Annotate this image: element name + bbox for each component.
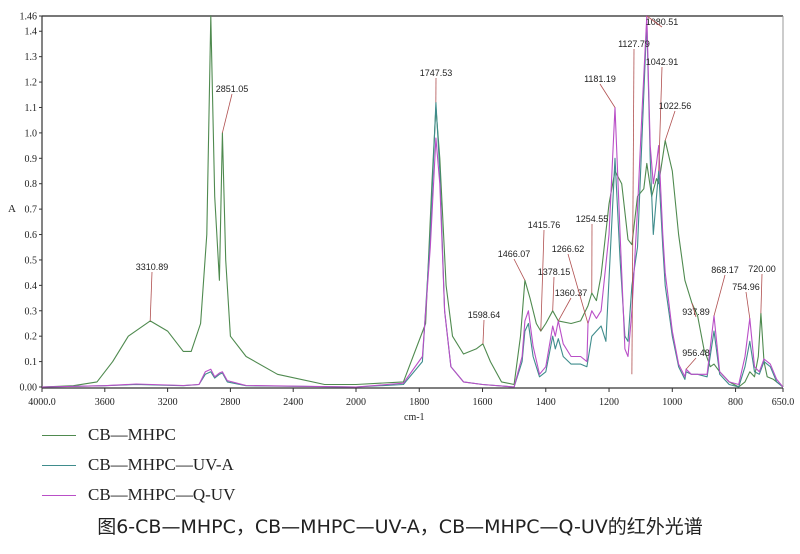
x-axis-label: cm-1 [404, 412, 425, 423]
y-tick-label: 0.3 [25, 306, 38, 317]
peak-annotations: 3310.89 2851.05 1747.53 1598.64 1466.07 1415.… [136, 15, 776, 375]
y-tick-label: 1.3 [25, 52, 38, 63]
y-tick-label: 0.00 [20, 383, 38, 394]
legend-swatch [42, 494, 76, 496]
x-tick-label: 2800 [220, 397, 240, 408]
y-tick-label: 0.7 [25, 205, 38, 216]
x-tick-label: 1400 [536, 397, 556, 408]
x-tick-label: 1800 [409, 397, 429, 408]
peak-label: 2851.05 [216, 84, 249, 94]
y-tick-label: 0.6 [25, 230, 38, 241]
series-line-1 [41, 20, 784, 388]
y-tick-label: 1.0 [25, 128, 38, 139]
peak-label: 1747.53 [420, 68, 453, 78]
series-line-2 [41, 15, 784, 388]
y-tick-label: 1.4 [25, 27, 38, 38]
x-tick-label: 2400 [283, 397, 303, 408]
x-tick-label: 1200 [599, 397, 619, 408]
x-tick-label: 800 [728, 397, 743, 408]
y-axis-label: A [8, 203, 16, 215]
y-tick-label: 0.9 [25, 154, 38, 165]
legend-label: CB—MHPC—UV-A [88, 455, 234, 474]
y-tick-label: 1.1 [25, 103, 38, 114]
series-lines [41, 15, 784, 388]
legend-swatch [42, 434, 76, 436]
peak-label: 1080.51 [646, 17, 679, 27]
x-axis: 4000.0 3600 3200 2800 2400 2000 1800 1600 1400 12… [28, 388, 794, 408]
peak-label: 3310.89 [136, 262, 169, 272]
y-tick-label: 1.46 [20, 12, 38, 23]
x-tick-label: 1000 [662, 397, 682, 408]
peak-label: 1022.56 [659, 101, 692, 111]
legend-item-cb-mhpc-uv-a: CB—MHPC—UV-A [42, 450, 235, 480]
x-tick-label: 3600 [95, 397, 115, 408]
y-tick-label: 0.5 [25, 255, 38, 266]
legend-label: CB—MHPC [88, 425, 176, 444]
peak-label: 956.48 [682, 348, 710, 358]
legend-label: CB—MHPC—Q-UV [88, 485, 236, 504]
peak-label: 868.17 [711, 265, 739, 275]
peak-label: 754.96 [732, 282, 760, 292]
y-tick-label: 0.8 [25, 179, 38, 190]
y-axis: 1.46 1.4 1.3 1.2 1.1 1.0 0.9 0.8 0.7 0.6 0.5 0.4 0.3… [20, 12, 42, 394]
y-tick-label: 1.2 [25, 78, 38, 89]
peak-label: 1360.37 [555, 288, 588, 298]
peak-label: 1254.55 [576, 214, 609, 224]
x-tick-label: 3200 [158, 397, 178, 408]
peak-label: 937.89 [682, 307, 710, 317]
plot-frame [41, 15, 784, 389]
legend-swatch [42, 464, 76, 466]
peak-label: 1042.91 [646, 57, 679, 67]
y-tick-label: 0.2 [25, 332, 38, 343]
peak-label: 1466.07 [498, 249, 531, 259]
peak-label: 1127.79 [618, 39, 650, 49]
legend: CB—MHPC CB—MHPC—UV-A CB—MHPC—Q-UV [42, 420, 235, 510]
x-tick-label: 1600 [473, 397, 493, 408]
y-tick-label: 0.1 [25, 357, 38, 368]
peak-label: 1266.62 [552, 244, 585, 254]
x-tick-label: 2000 [346, 397, 366, 408]
legend-item-cb-mhpc-q-uv: CB—MHPC—Q-UV [42, 480, 235, 510]
legend-item-cb-mhpc: CB—MHPC [42, 420, 235, 450]
peak-label: 1598.64 [468, 310, 501, 320]
y-tick-label: 0.4 [25, 281, 38, 292]
x-tick-label: 4000.0 [28, 397, 56, 408]
x-tick-label: 650.0 [772, 397, 795, 408]
peak-label: 1181.19 [584, 74, 616, 84]
peak-label: 1415.76 [528, 220, 561, 230]
figure-caption: 图6-CB—MHPC，CB—MHPC—UV-A，CB—MHPC—Q-UV的红外光… [97, 516, 703, 538]
peak-label: 1378.15 [538, 267, 571, 277]
peak-label: 720.00 [748, 264, 776, 274]
